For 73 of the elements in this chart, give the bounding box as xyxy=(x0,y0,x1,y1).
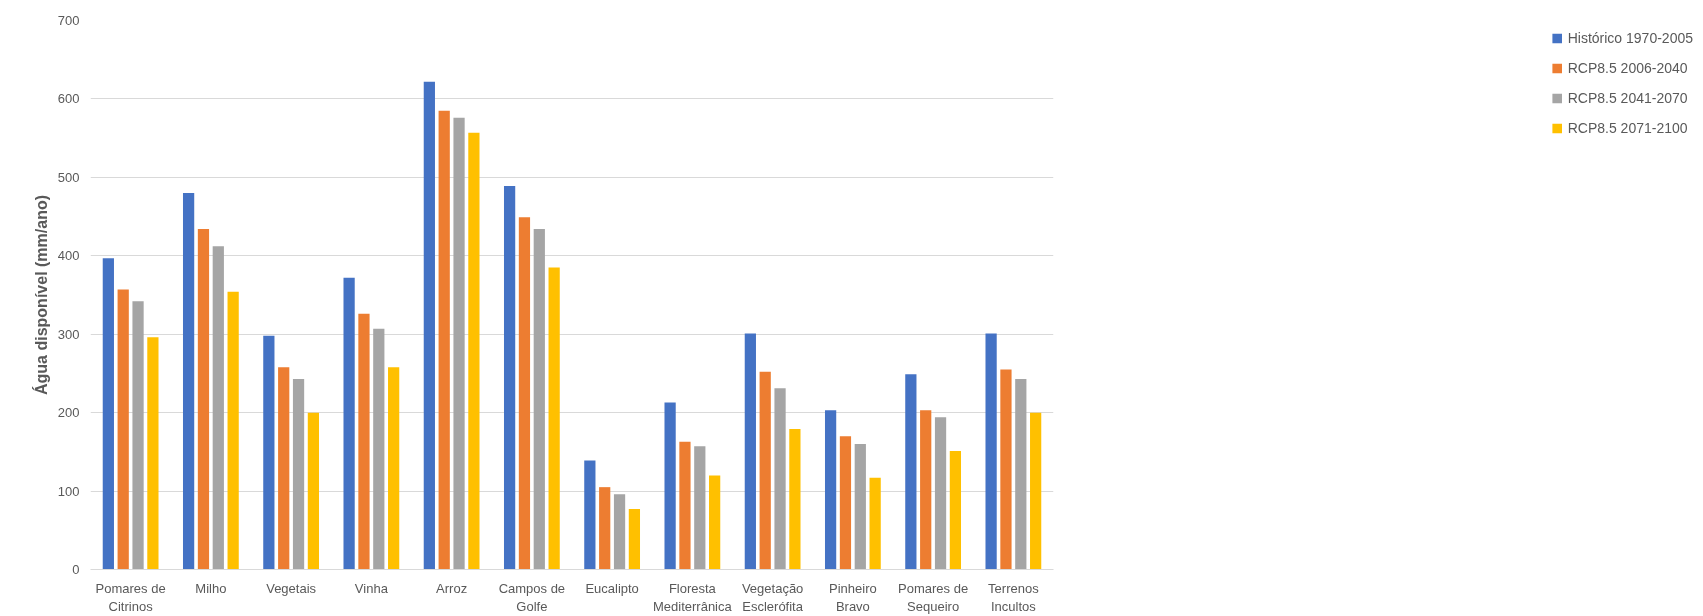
bar xyxy=(613,494,626,570)
bar xyxy=(599,487,611,570)
bar xyxy=(949,451,962,570)
bar xyxy=(373,328,385,570)
y-tick-label: 500 xyxy=(57,169,80,185)
bar xyxy=(709,475,721,570)
bar xyxy=(182,193,195,570)
bar xyxy=(453,117,465,570)
bar xyxy=(197,229,210,570)
x-tick-label: Vinha xyxy=(354,580,389,596)
x-tick-label: Pomares de Sequeiro xyxy=(898,580,969,614)
bar xyxy=(212,246,224,570)
y-tick-label: 300 xyxy=(57,326,80,342)
x-tick-label: Vegetais xyxy=(266,580,317,596)
x-tick-label: Floresta Mediterrânica xyxy=(653,580,733,614)
bar xyxy=(147,337,159,570)
x-tick-label: Pinheiro Bravo xyxy=(829,580,877,614)
y-tick-label: 200 xyxy=(57,405,80,421)
legend-label: RCP8.5 2071-2100 xyxy=(1567,120,1688,136)
y-tick-label: 600 xyxy=(57,91,80,107)
x-tick-label: Milho xyxy=(195,580,227,596)
x-tick-label: Campos de Golfe xyxy=(498,580,566,614)
bar xyxy=(869,477,881,570)
bar xyxy=(358,313,370,570)
bar xyxy=(628,509,641,570)
legend-label: RCP8.5 2041-2070 xyxy=(1567,90,1688,106)
bar xyxy=(985,333,997,570)
bar xyxy=(388,367,400,570)
bar xyxy=(824,410,837,570)
bar xyxy=(774,388,786,570)
bar xyxy=(1015,378,1027,570)
x-tick-label: Pomares de Citrinos xyxy=(95,580,166,614)
bar xyxy=(664,402,676,570)
x-tick-label: Terrenos Incultos xyxy=(988,580,1040,614)
bar xyxy=(518,217,531,570)
x-tick-label: Arroz xyxy=(436,580,468,596)
y-tick-label: 400 xyxy=(57,248,80,264)
bar xyxy=(102,258,114,570)
bar xyxy=(503,185,516,570)
bar xyxy=(934,417,947,570)
bar xyxy=(307,412,320,570)
bar xyxy=(548,267,560,570)
bar xyxy=(468,132,480,570)
legend-label: RCP8.5 2006-2040 xyxy=(1567,60,1688,76)
legend-label: Histórico 1970-2005 xyxy=(1567,30,1693,46)
bar xyxy=(694,446,706,570)
bar xyxy=(227,291,239,570)
bar xyxy=(905,374,917,570)
y-axis-title: Água disponível (mm/ano) xyxy=(31,194,50,396)
bar xyxy=(533,229,545,570)
bar xyxy=(1000,369,1012,570)
bar xyxy=(759,371,771,570)
bar xyxy=(854,444,866,570)
x-tick-label: Eucalipto xyxy=(585,580,639,596)
bar xyxy=(839,436,852,570)
bar xyxy=(584,460,596,570)
y-tick-label: 0 xyxy=(72,562,80,577)
bar xyxy=(920,410,932,570)
bar xyxy=(679,441,691,570)
bar xyxy=(343,277,355,570)
bar xyxy=(744,333,756,570)
bar xyxy=(789,429,801,570)
bar xyxy=(423,81,435,570)
bar xyxy=(1030,412,1042,570)
bar xyxy=(278,367,290,570)
y-tick-label: 700 xyxy=(57,13,80,28)
bar xyxy=(292,378,305,570)
bar xyxy=(263,335,275,570)
bar xyxy=(438,110,450,570)
x-tick-label: Vegetação Esclerófita xyxy=(741,580,804,614)
y-tick-label: 100 xyxy=(57,483,80,499)
bar xyxy=(132,301,144,570)
bar xyxy=(117,289,129,570)
